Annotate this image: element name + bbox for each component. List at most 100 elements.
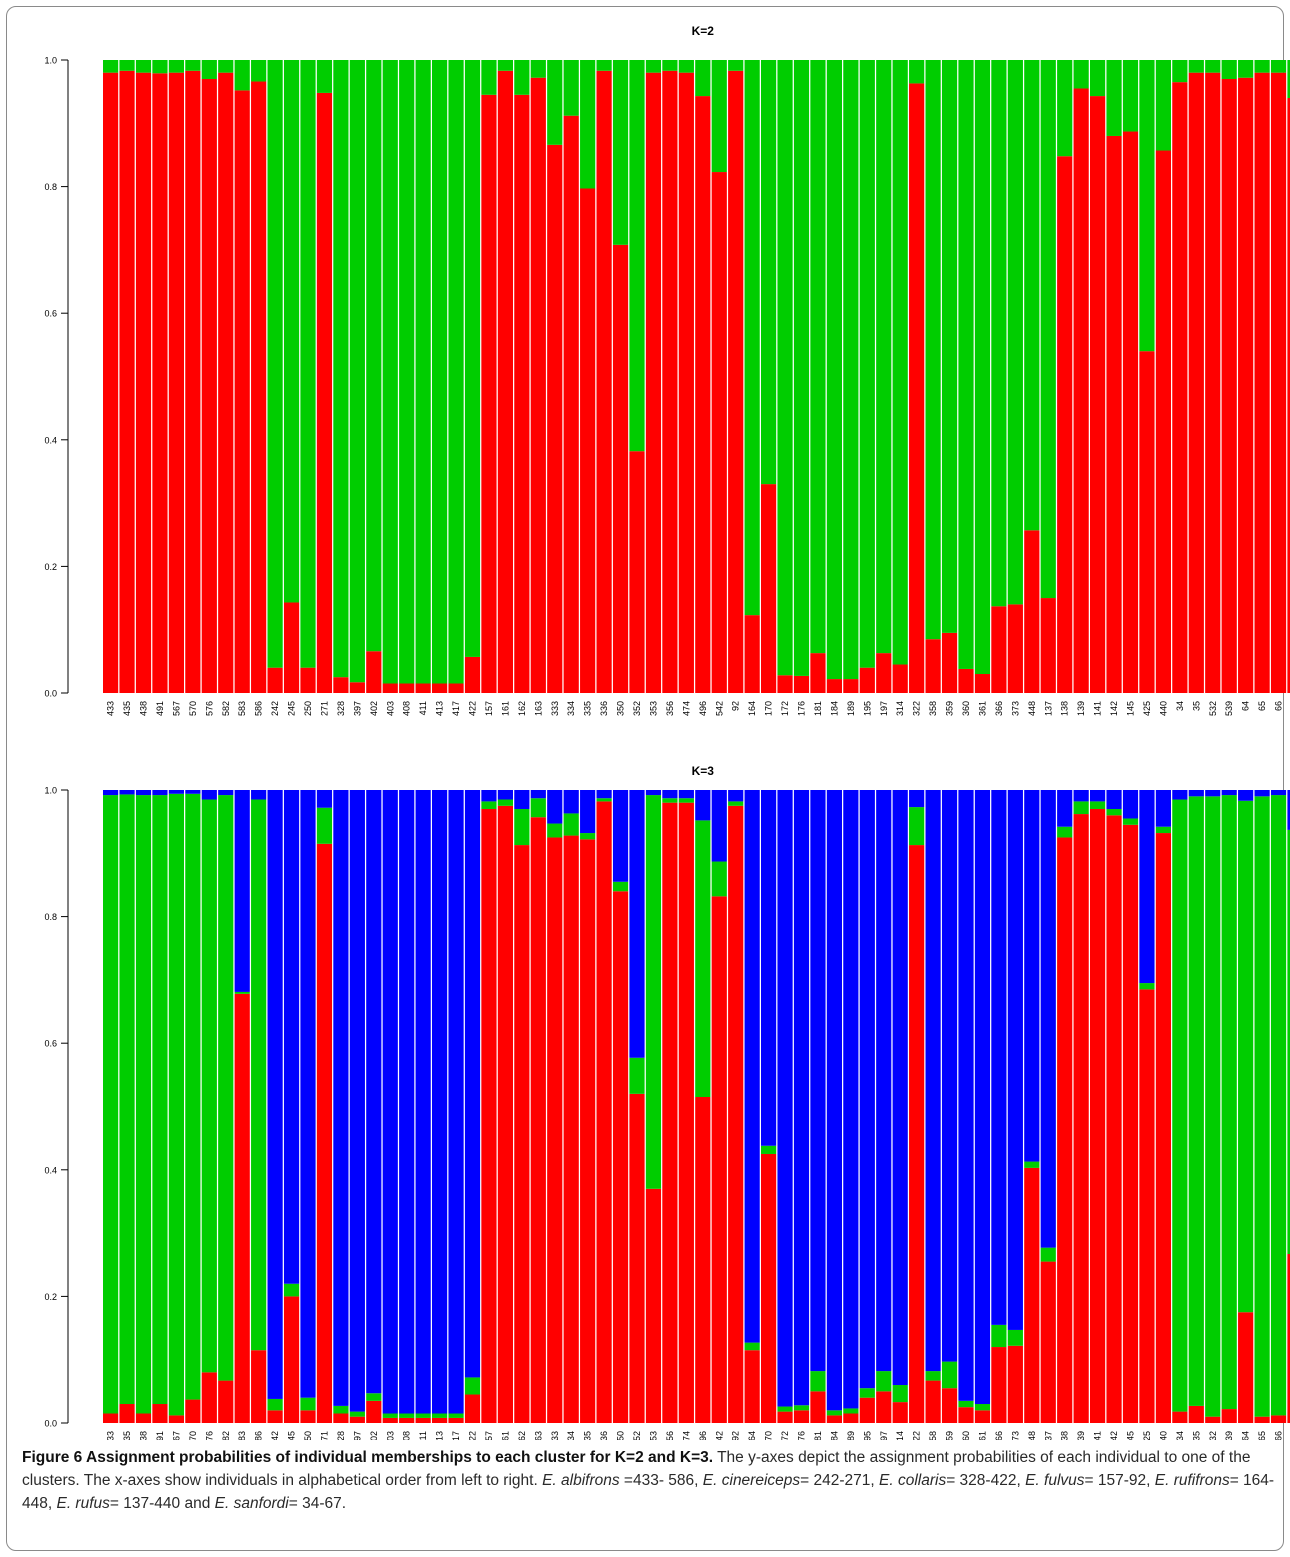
- bar-segment-2: [596, 60, 612, 71]
- bar-segment-2: [777, 1406, 793, 1412]
- bar-segment-2: [974, 60, 991, 675]
- y-tick-label: 0.0: [44, 689, 57, 699]
- bar-segment-2: [316, 60, 333, 93]
- x-tick-label: 542: [714, 701, 724, 716]
- bar-segment-2: [1040, 1247, 1056, 1262]
- bar-segment-1: [464, 656, 481, 693]
- bar-segment-1: [1139, 989, 1155, 1423]
- bar-segment-3: [991, 790, 1007, 1325]
- x-tick-label: 189: [846, 1431, 856, 1440]
- bar-segment-1: [1172, 1411, 1188, 1423]
- bar-segment-1: [1188, 72, 1204, 693]
- bar-segment-1: [333, 1413, 349, 1423]
- bar-segment-1: [1073, 88, 1089, 694]
- bar-segment-2: [1254, 796, 1270, 1417]
- bar-segment-1: [695, 1097, 711, 1423]
- species-range: = 137-440 and: [109, 1495, 215, 1512]
- bar-segment-3: [185, 790, 201, 794]
- bar-segment-3: [267, 790, 283, 1399]
- y-tick-label: 1.0: [44, 786, 57, 796]
- x-tick-label: 157: [484, 1431, 494, 1440]
- bar-segment-1: [744, 615, 760, 693]
- bar-segment-1: [876, 1391, 892, 1423]
- x-tick-label: 195: [862, 701, 872, 716]
- bar-segment-1: [892, 1402, 908, 1423]
- x-tick-label: 361: [977, 1431, 987, 1440]
- x-tick-label: 413: [435, 1431, 445, 1440]
- bar-segment-2: [695, 60, 711, 97]
- bar-segment-3: [958, 790, 974, 1401]
- bar-segment-2: [974, 1404, 991, 1411]
- bar-segment-2: [316, 807, 333, 844]
- bar-segment-2: [1205, 796, 1221, 1417]
- bar-segment-1: [399, 683, 415, 693]
- bar-segment-2: [481, 801, 497, 809]
- bar-segment-1: [497, 70, 513, 694]
- bar-segment-2: [892, 60, 908, 665]
- bar-segment-2: [761, 1145, 777, 1154]
- bar-segment-2: [415, 60, 431, 684]
- x-tick-label: 408: [402, 1431, 412, 1440]
- bar-segment-2: [349, 60, 365, 683]
- x-tick-label: 245: [287, 1431, 297, 1440]
- bar-segment-3: [925, 790, 941, 1372]
- bar-segment-2: [448, 1413, 464, 1418]
- bar-segment-1: [761, 484, 777, 693]
- y-tick-label: 0.6: [44, 309, 57, 319]
- bar-segment-2: [168, 60, 184, 73]
- bar-segment-1: [135, 72, 152, 693]
- bar-segment-1: [1073, 814, 1089, 1423]
- x-tick-label: 570: [188, 701, 198, 716]
- bar-segment-1: [251, 1350, 267, 1423]
- bar-segment-1: [201, 1372, 217, 1423]
- x-tick-label: 35: [1191, 701, 1201, 711]
- x-tick-label: 491: [155, 701, 165, 716]
- bar-segment-1: [1155, 150, 1171, 694]
- bar-segment-1: [1188, 1405, 1204, 1423]
- bar-segment-1: [497, 805, 513, 1423]
- x-tick-label: 539: [1224, 701, 1234, 716]
- bar-segment-2: [580, 833, 596, 840]
- species-range: = 34-67.: [288, 1495, 347, 1512]
- x-tick-label: 403: [385, 701, 395, 716]
- x-tick-label: 542: [714, 1431, 724, 1440]
- bar-segment-2: [859, 1388, 875, 1398]
- bar-segment-3: [497, 790, 513, 800]
- x-tick-label: 366: [994, 1431, 1004, 1440]
- x-tick-label: 335: [583, 701, 593, 716]
- bar-segment-1: [859, 667, 875, 693]
- x-tick-label: 314: [895, 1431, 905, 1440]
- bar-segment-1: [941, 632, 958, 693]
- bar-segment-1: [810, 653, 826, 693]
- bar-segment-2: [761, 60, 777, 485]
- bar-segment-1: [1287, 97, 1290, 694]
- bar-segment-2: [728, 60, 744, 71]
- species-name: E. sanfordi: [214, 1495, 289, 1512]
- bar-segment-2: [941, 1361, 958, 1389]
- x-tick-label: 181: [813, 701, 823, 716]
- bar-segment-2: [283, 1283, 300, 1297]
- bar-segment-3: [761, 790, 777, 1146]
- bar-segment-1: [1238, 1312, 1254, 1423]
- x-tick-label: 162: [517, 1431, 527, 1440]
- bar-segment-2: [267, 60, 283, 668]
- x-tick-label: 425: [1142, 1431, 1152, 1440]
- bar-segment-1: [1057, 156, 1073, 693]
- bar-segment-3: [728, 790, 744, 802]
- bar-segment-1: [1270, 72, 1287, 693]
- x-tick-label: 491: [155, 1431, 165, 1440]
- bar-segment-3: [135, 790, 152, 796]
- bar-segment-1: [580, 839, 596, 1423]
- x-tick-label: 496: [698, 1431, 708, 1440]
- x-tick-label: 145: [1126, 701, 1136, 716]
- bar-segment-2: [1007, 1329, 1023, 1346]
- bar-segment-2: [810, 1371, 826, 1392]
- x-tick-label: 474: [681, 1431, 691, 1440]
- bar-segment-1: [892, 664, 908, 693]
- bar-segment-2: [1238, 800, 1254, 1313]
- x-tick-label: 413: [435, 701, 445, 716]
- bar-segment-1: [514, 845, 530, 1423]
- bar-segment-2: [793, 1405, 810, 1411]
- bar-segment-3: [316, 790, 333, 808]
- bar-segment-2: [777, 60, 793, 676]
